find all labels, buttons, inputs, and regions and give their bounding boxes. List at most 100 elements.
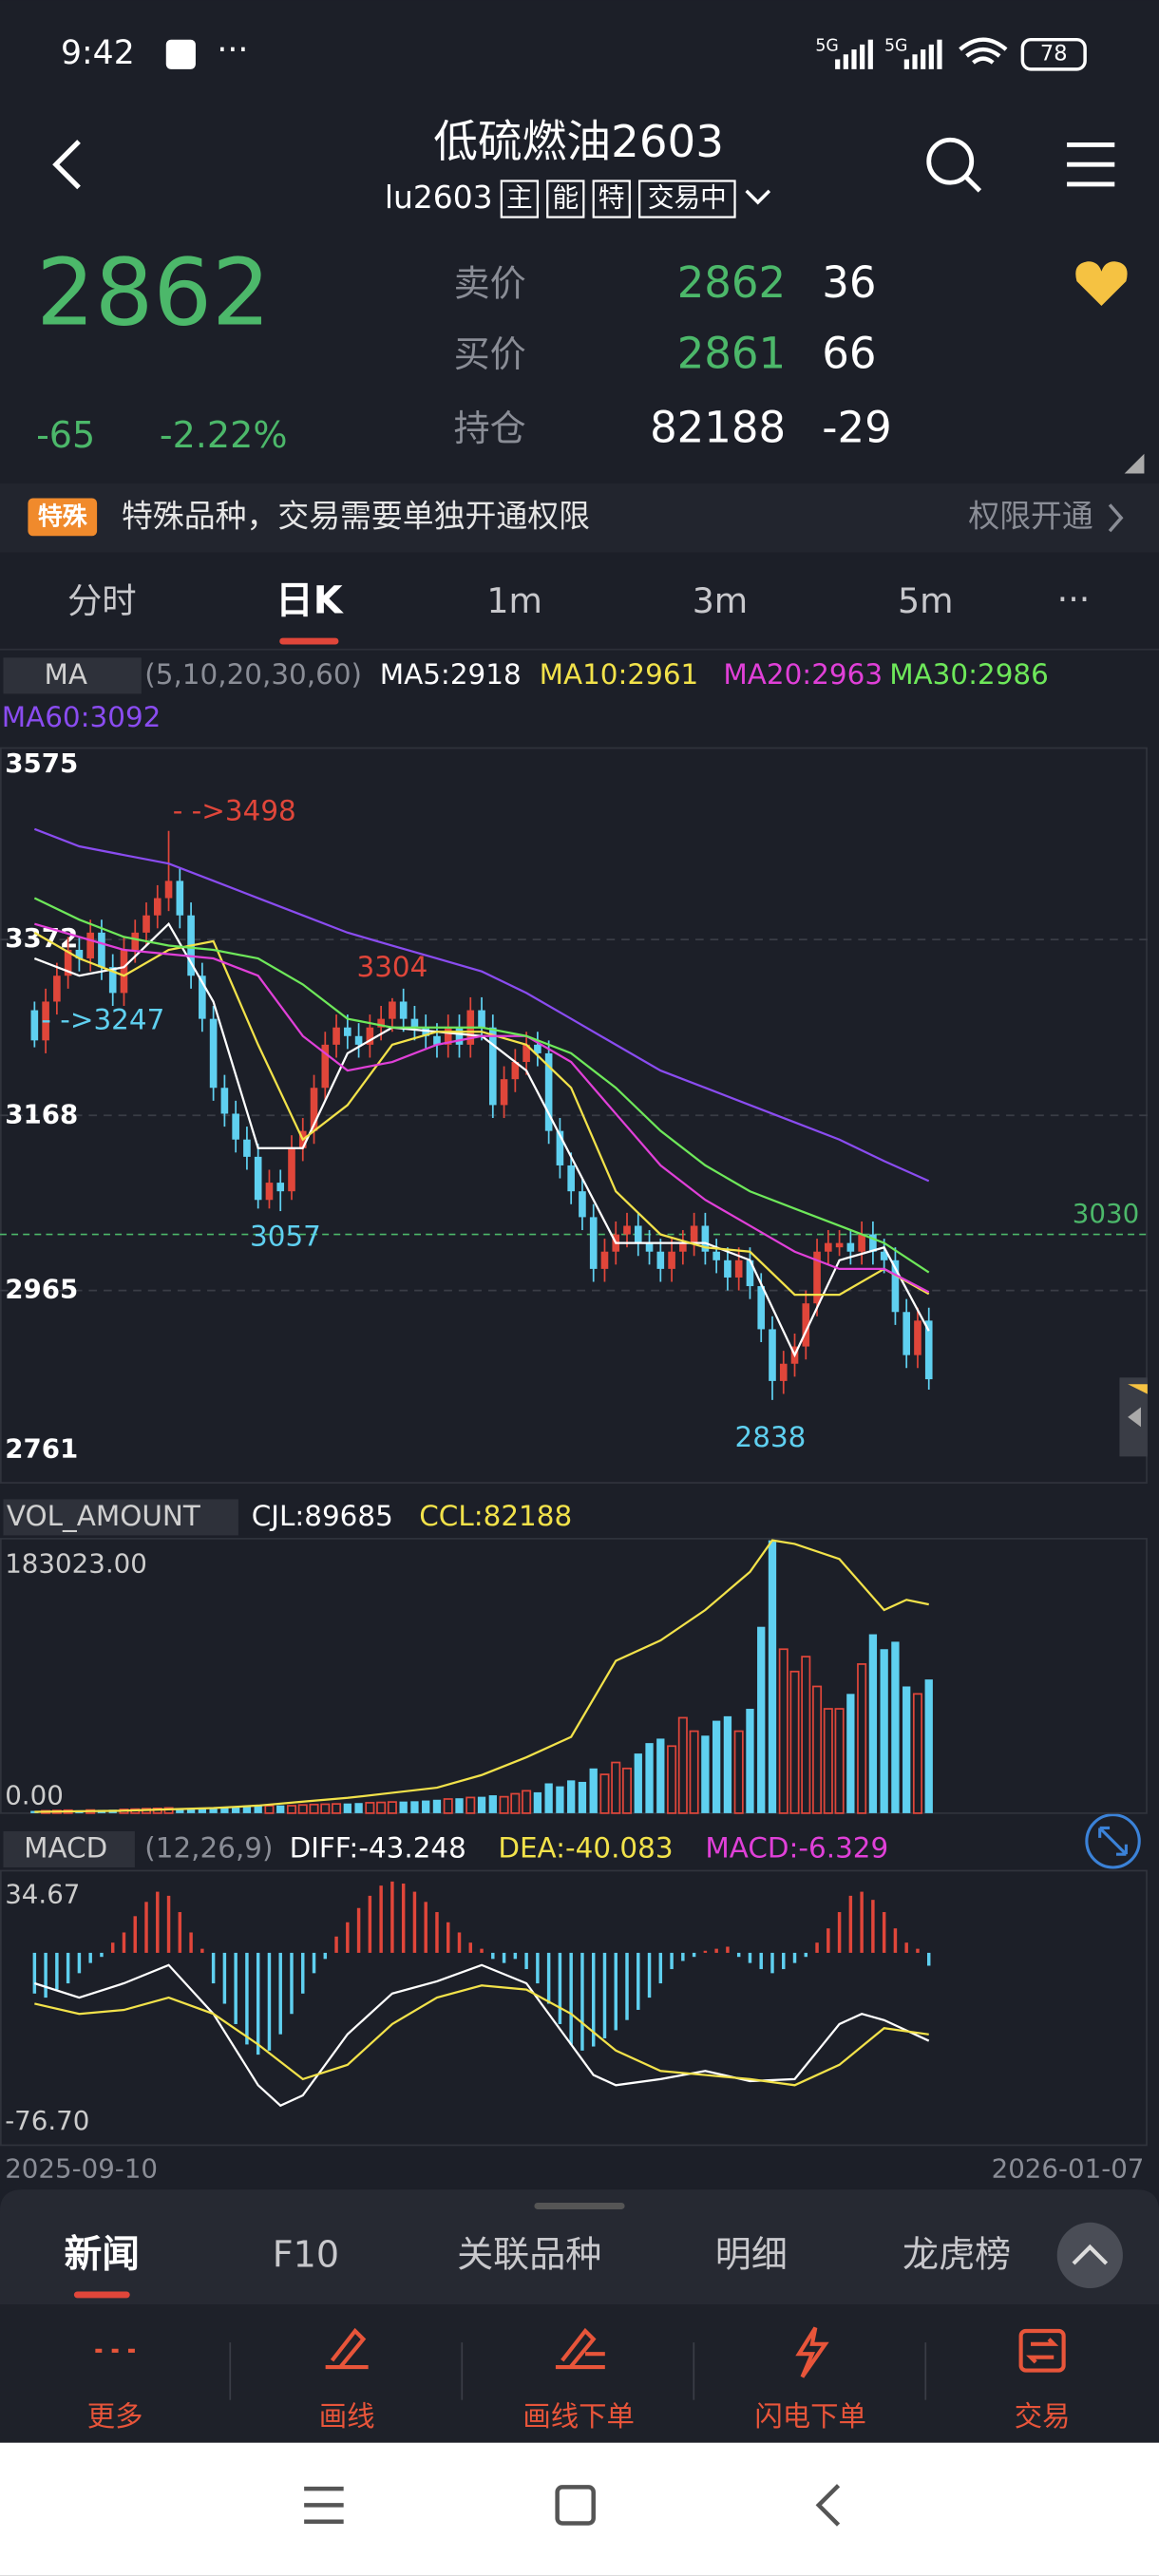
- macd-bar: [625, 1952, 629, 2020]
- candle-body: [914, 1320, 922, 1355]
- action[interactable]: 闪电下单: [754, 2400, 866, 2433]
- macd-bar: [55, 1952, 59, 1990]
- indicator-box[interactable]: [3, 1830, 135, 1867]
- action[interactable]: 画线: [319, 2400, 375, 2433]
- notice-arrow: [1108, 503, 1124, 533]
- period-tab[interactable]: 1m: [486, 580, 542, 621]
- expand-button[interactable]: [1085, 1813, 1141, 1869]
- volume-bar: [768, 1540, 777, 1813]
- macd-bar: [88, 1952, 92, 1963]
- bottom-tab-active[interactable]: 新闻: [64, 2233, 140, 2277]
- candle-body: [455, 1027, 464, 1045]
- candle-body: [869, 1234, 877, 1252]
- period-tab[interactable]: 5m: [898, 580, 954, 621]
- search-button[interactable]: [926, 137, 982, 193]
- candle-body: [433, 1035, 441, 1045]
- candle-body: [511, 1062, 520, 1080]
- wifi-icon: [959, 37, 1008, 65]
- line: [33, 1963, 930, 2108]
- action[interactable]: 交易: [1015, 2400, 1071, 2433]
- volume-bar: [410, 1801, 419, 1813]
- sheet-handle[interactable]: [534, 2203, 625, 2209]
- candle-body: [444, 1027, 452, 1045]
- candle-body: [668, 1251, 675, 1269]
- candle-body: [579, 1191, 586, 1218]
- action[interactable]: 更多: [87, 2400, 143, 2433]
- macd-bar: [334, 1936, 338, 1953]
- candle-body: [556, 1130, 564, 1165]
- action-separators: [229, 2342, 927, 2400]
- volume-bar: [443, 1798, 453, 1814]
- volume-bar: [186, 1808, 196, 1813]
- quote-price: 2862: [677, 257, 786, 308]
- candle-body: [522, 1044, 530, 1063]
- candle-body: [880, 1251, 888, 1260]
- volume-bar: [891, 1641, 900, 1813]
- menu-button[interactable]: [1067, 142, 1115, 187]
- volume-bar: [689, 1730, 699, 1814]
- macd-bar: [882, 1912, 886, 1953]
- volume-bar: [712, 1720, 721, 1813]
- legend-entry: MA60:3092: [2, 701, 162, 733]
- macd-bar: [312, 1952, 316, 1974]
- macd-bar: [211, 1952, 216, 1984]
- macd-bar: [837, 1912, 842, 1953]
- legend-entry: MA20:2963: [723, 658, 883, 691]
- volume-bar: [656, 1738, 665, 1813]
- dropdown[interactable]: [745, 189, 771, 205]
- macd-bar: [66, 1952, 70, 1984]
- candle-body: [332, 1027, 340, 1045]
- nav-bar: [0, 2442, 1159, 2576]
- collapse-button[interactable]: [1056, 2222, 1123, 2289]
- action-icons: [95, 2326, 1066, 2378]
- macd-bar: [301, 1952, 305, 1994]
- volume-bar: [880, 1649, 888, 1813]
- volume-bar: [868, 1634, 878, 1813]
- macd-bar: [782, 1952, 786, 1970]
- candle-body: [645, 1242, 654, 1252]
- bottom-tab[interactable]: F10: [273, 2234, 339, 2276]
- volume-bar: [733, 1730, 744, 1814]
- nav-home[interactable]: [555, 2485, 596, 2526]
- period-tab[interactable]: 分时: [67, 580, 137, 621]
- volume-bar: [801, 1656, 811, 1814]
- more-periods[interactable]: ···: [1057, 579, 1091, 620]
- candle-body: [153, 898, 162, 916]
- bottom-tab[interactable]: 明细: [715, 2234, 788, 2276]
- macd-bar: [267, 1952, 272, 2051]
- period-tab-active[interactable]: 日K: [276, 579, 345, 623]
- candle-body: [835, 1242, 844, 1248]
- indicator-box[interactable]: [3, 657, 142, 694]
- y-tick-label: 3168: [5, 1098, 78, 1129]
- notice-action[interactable]: 权限开通: [968, 498, 1092, 535]
- bottom-tab[interactable]: 关联品种: [457, 2234, 601, 2276]
- bottom-tab[interactable]: 龙虎榜: [902, 2234, 1011, 2276]
- volume-bar: [354, 1803, 363, 1813]
- volume-bar: [912, 1693, 922, 1814]
- macd-bar: [703, 1950, 708, 1953]
- volume-bar: [455, 1798, 464, 1813]
- volume-bar: [902, 1686, 911, 1813]
- quote-qty: 36: [822, 257, 876, 308]
- macd-bar: [536, 1952, 540, 1984]
- volume-bar: [209, 1807, 218, 1813]
- volume-bar: [578, 1781, 587, 1813]
- candle-body: [30, 1010, 39, 1041]
- signal-icons: 5G 5G: [815, 37, 942, 69]
- favorite-button[interactable]: [1075, 261, 1128, 307]
- macd-bar: [278, 1952, 282, 2035]
- y-tick-label: 2965: [5, 1274, 78, 1305]
- last-price: 2862: [36, 238, 271, 346]
- x-date-label: 2025-09-10: [5, 2152, 158, 2184]
- candle-body: [858, 1234, 865, 1252]
- legend-entry: CCL:82188: [419, 1500, 572, 1532]
- legend-entry: MA5:2918: [380, 658, 522, 691]
- nav-back[interactable]: [815, 2484, 841, 2527]
- candle-body: [131, 932, 140, 951]
- nav-menu[interactable]: [304, 2486, 344, 2524]
- action[interactable]: 画线下单: [522, 2400, 635, 2433]
- back-button[interactable]: [52, 140, 81, 190]
- macd-bar: [234, 1952, 238, 2024]
- indicator-box[interactable]: [3, 1499, 238, 1536]
- period-tab[interactable]: 3m: [693, 580, 749, 621]
